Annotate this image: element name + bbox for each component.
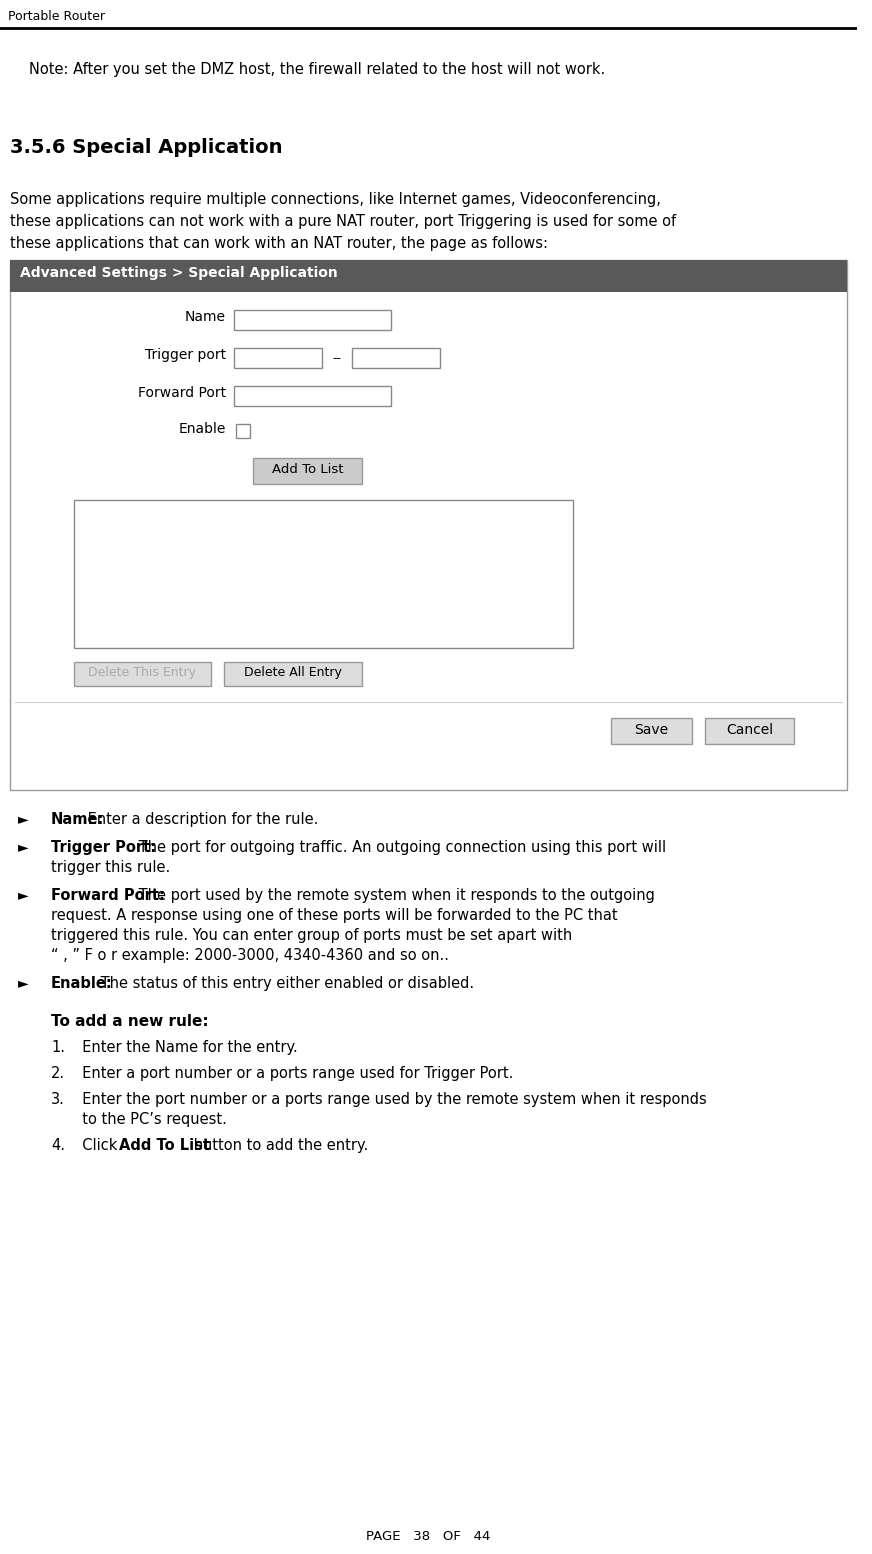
Bar (234, 348, 323, 368)
Text: Name: Name (185, 309, 226, 323)
Text: to the PC’s request.: to the PC’s request. (72, 1113, 227, 1127)
Text: ►: ► (17, 887, 28, 901)
Bar (224, 662, 362, 685)
Text: Some applications require multiple connections, like Internet games, Videoconfer: Some applications require multiple conne… (10, 193, 661, 207)
Text: PAGE   38   OF   44: PAGE 38 OF 44 (366, 1531, 491, 1543)
Text: Save: Save (634, 723, 669, 737)
Text: these applications that can work with an NAT router, the page as follows:: these applications that can work with an… (10, 236, 548, 252)
Text: Note: After you set the DMZ host, the firewall related to the host will not work: Note: After you set the DMZ host, the fi… (30, 62, 606, 78)
Bar (10, 260, 847, 789)
Text: ►: ► (17, 813, 28, 827)
Text: Enter a port number or a ports range used for Trigger Port.: Enter a port number or a ports range use… (72, 1066, 513, 1082)
Text: these applications can not work with a pure NAT router, port Triggering is used : these applications can not work with a p… (10, 214, 676, 228)
Text: 2.: 2. (51, 1066, 65, 1082)
Text: ►: ► (17, 841, 28, 855)
Bar (74, 662, 211, 685)
Text: 3.5.6 Special Application: 3.5.6 Special Application (10, 138, 283, 157)
Text: button to add the entry.: button to add the entry. (189, 1138, 369, 1153)
Text: Enable: Enable (179, 423, 226, 437)
Text: “ , ” F o r example: 2000-3000, 4340-4360 and so on..: “ , ” F o r example: 2000-3000, 4340-436… (51, 948, 449, 963)
Bar (235, 424, 249, 438)
Text: Enter a description for the rule.: Enter a description for the rule. (83, 813, 318, 827)
Text: Forward Port: Forward Port (138, 385, 226, 399)
Bar (254, 458, 362, 483)
Bar (10, 260, 847, 292)
Text: ►: ► (17, 976, 28, 990)
Text: triggered this rule. You can enter group of ports must be set apart with: triggered this rule. You can enter group… (51, 928, 572, 943)
Text: The port for outgoing traffic. An outgoing connection using this port will: The port for outgoing traffic. An outgoi… (134, 841, 666, 855)
Text: Delete All Entry: Delete All Entry (244, 667, 342, 679)
Text: Add To List: Add To List (272, 463, 344, 476)
Text: Trigger port: Trigger port (145, 348, 226, 362)
Text: 1.: 1. (51, 1040, 65, 1055)
Text: trigger this rule.: trigger this rule. (51, 859, 170, 875)
Text: Click: Click (72, 1138, 122, 1153)
Text: The status of this entry either enabled or disabled.: The status of this entry either enabled … (96, 976, 473, 991)
Bar (705, 718, 794, 744)
Bar (74, 500, 573, 648)
Text: Delete This Entry: Delete This Entry (88, 667, 196, 679)
Text: 3.: 3. (51, 1092, 65, 1106)
Bar (611, 718, 691, 744)
Text: Enter the port number or a ports range used by the remote system when it respond: Enter the port number or a ports range u… (72, 1092, 706, 1106)
Text: Enable:: Enable: (51, 976, 112, 991)
Text: Add To List: Add To List (119, 1138, 210, 1153)
Text: Cancel: Cancel (726, 723, 773, 737)
Text: 4.: 4. (51, 1138, 65, 1153)
Text: request. A response using one of these ports will be forwarded to the PC that: request. A response using one of these p… (51, 908, 617, 923)
Text: Advanced Settings > Special Application: Advanced Settings > Special Application (20, 266, 337, 280)
Text: Name:: Name: (51, 813, 105, 827)
Text: To add a new rule:: To add a new rule: (51, 1015, 208, 1029)
Bar (351, 348, 440, 368)
Text: Enter the Name for the entry.: Enter the Name for the entry. (72, 1040, 297, 1055)
Bar (234, 385, 391, 406)
Text: Forward Port:: Forward Port: (51, 887, 165, 903)
Text: --: -- (332, 353, 341, 365)
Text: The port used by the remote system when it responds to the outgoing: The port used by the remote system when … (134, 887, 655, 903)
Text: Portable Router: Portable Router (8, 9, 105, 23)
Text: Trigger Port:: Trigger Port: (51, 841, 156, 855)
Bar (234, 309, 391, 329)
